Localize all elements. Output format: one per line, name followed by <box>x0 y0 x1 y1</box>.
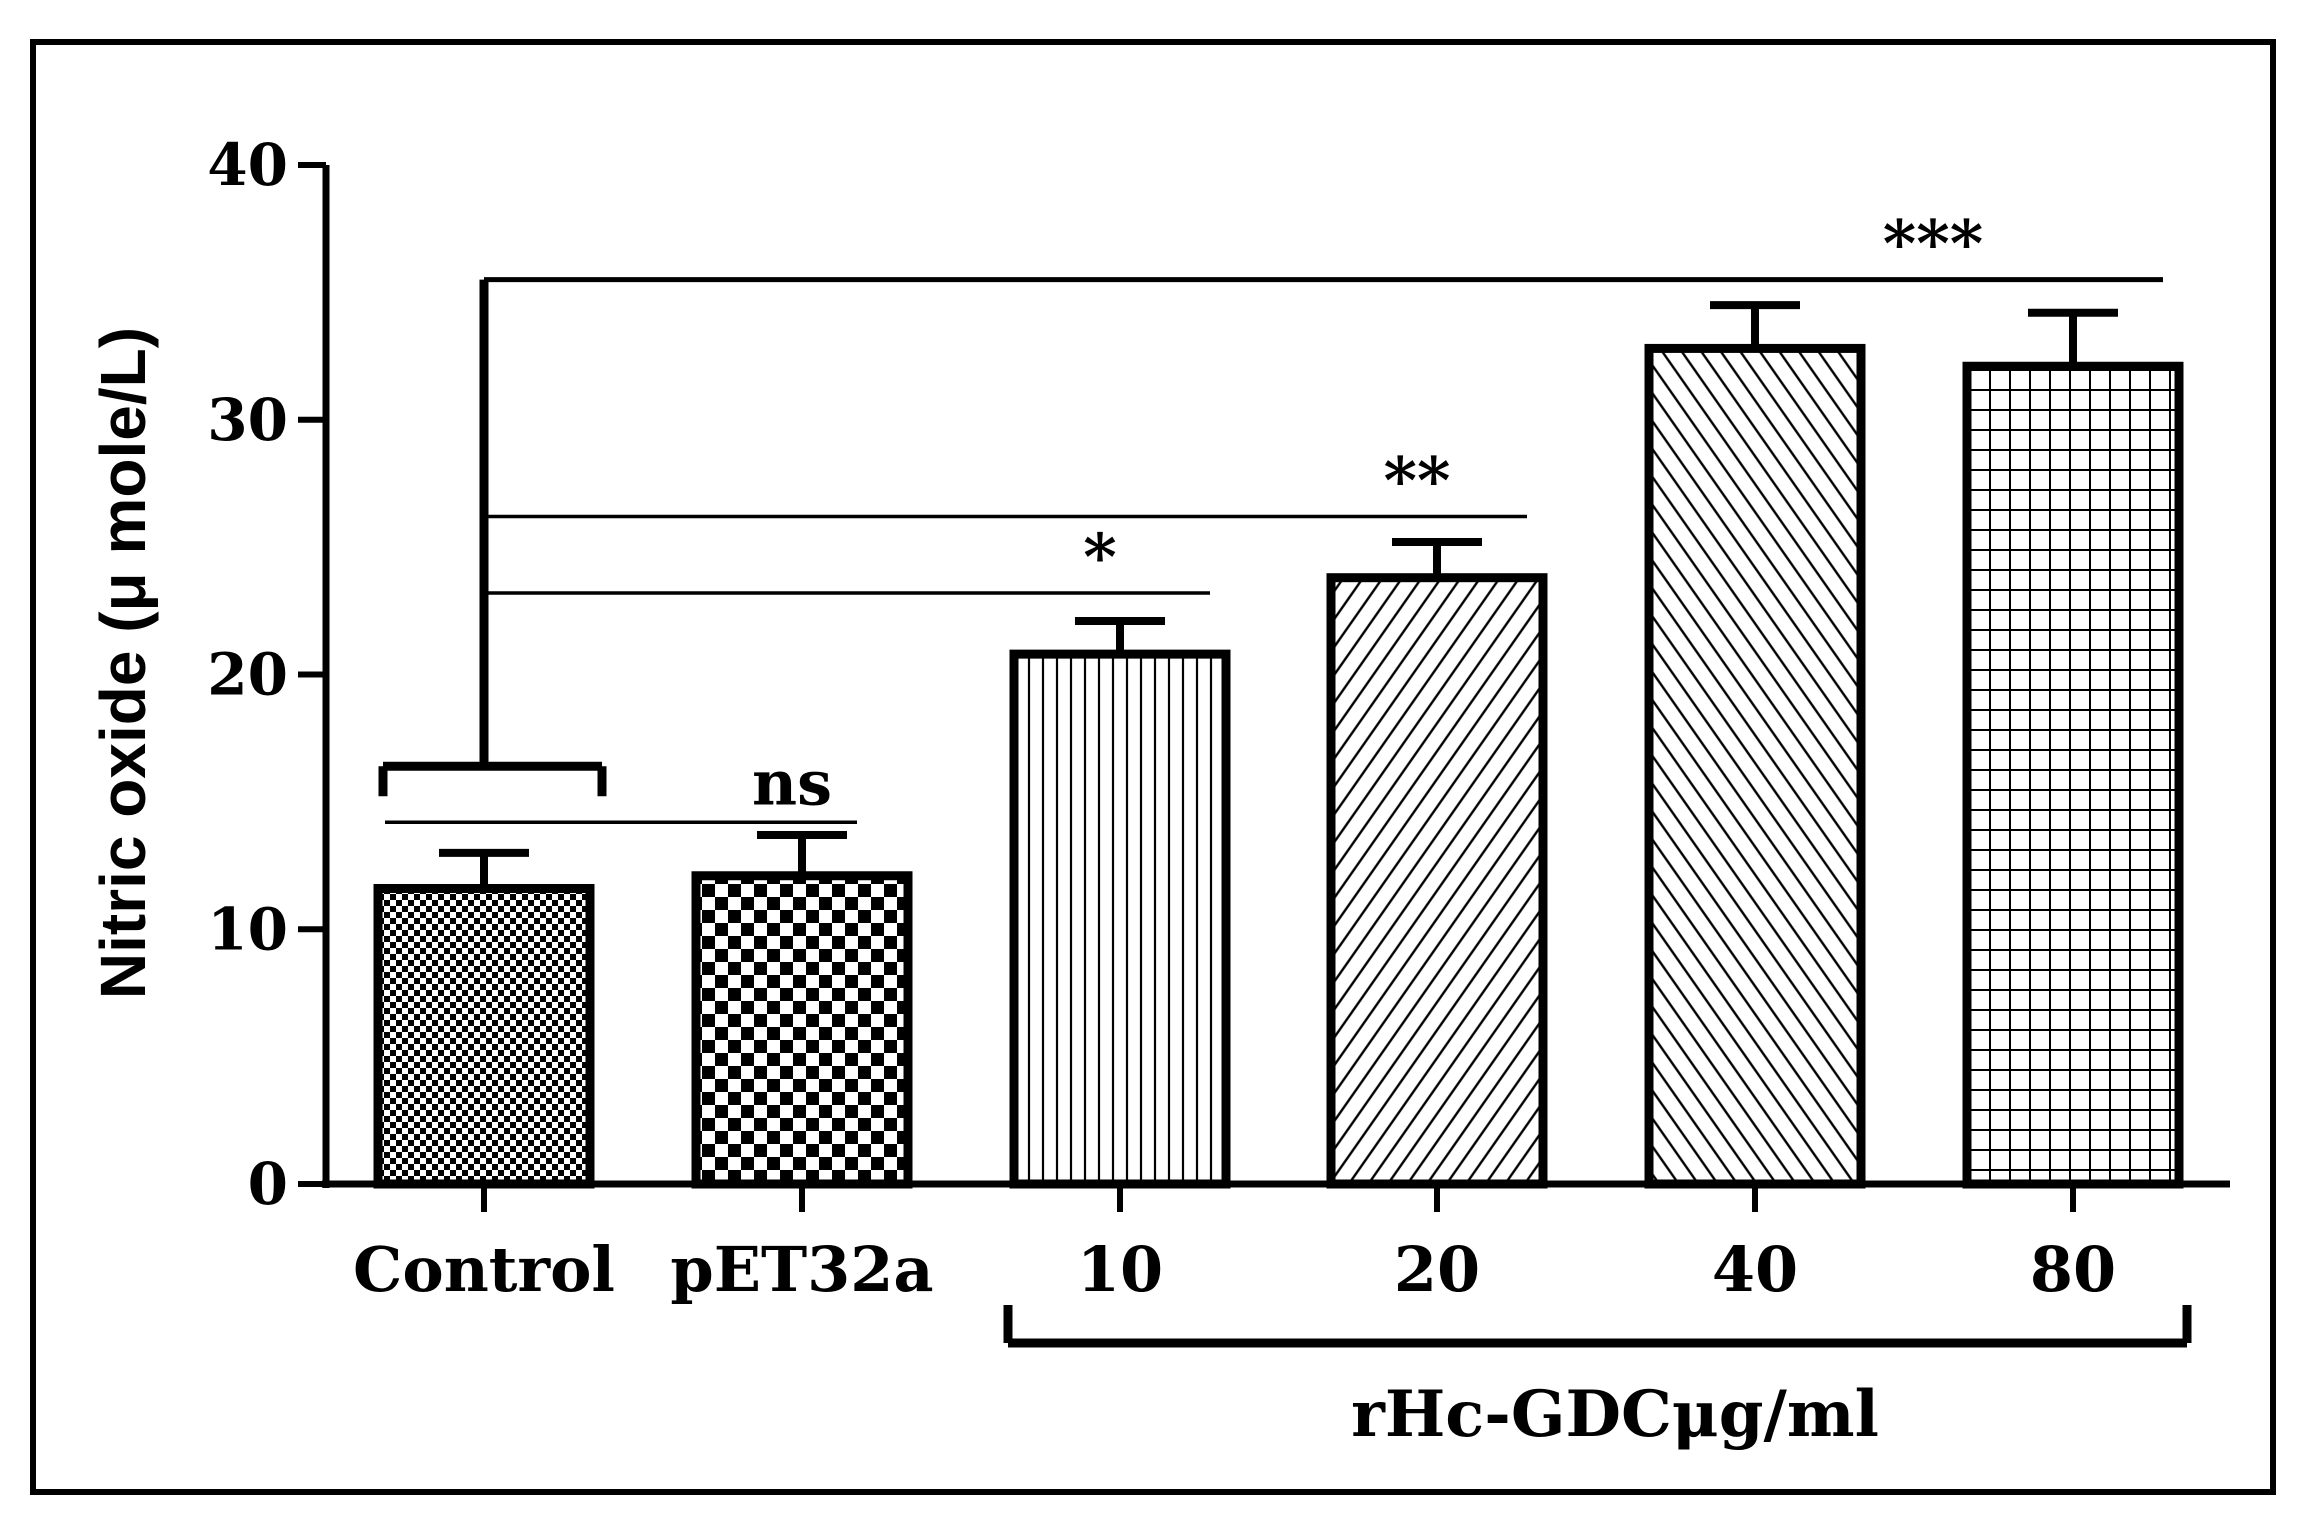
x-tick-label-10: 10 <box>1077 1233 1163 1306</box>
bars-layer <box>373 301 2184 1189</box>
y-tick-label-20: 20 <box>207 641 288 709</box>
bar-10 <box>1009 649 1231 1189</box>
bar-20 <box>1326 573 1548 1189</box>
sig-label-stars-2: ** <box>1384 444 1451 519</box>
y-tick-label-40: 40 <box>207 131 288 199</box>
y-tick-label-30: 30 <box>207 386 288 454</box>
sig-label-stars-3: *** <box>1883 207 1983 282</box>
significance-layer: ns****** <box>378 207 2163 825</box>
y-axis-label: Nitric oxide (μ mole/L) <box>87 327 159 999</box>
bar-pet32a <box>691 871 913 1189</box>
group-label: rHc-GDCμg/ml <box>1351 1377 1879 1452</box>
x-tick-label-20: 20 <box>1394 1233 1480 1306</box>
x-tick-label-80: 80 <box>2030 1233 2116 1306</box>
x-tick-label-control: Control <box>353 1233 615 1306</box>
axes-layer: 0 10 20 30 40 Control pET32a 10 20 40 80 <box>207 131 2230 1306</box>
x-tick-label-40: 40 <box>1712 1233 1798 1306</box>
y-tick-label-10: 10 <box>207 895 288 963</box>
sig-label-ns: ns <box>752 746 832 819</box>
bar-control <box>373 883 595 1189</box>
bar-40 <box>1644 343 1866 1189</box>
x-tick-label-pet32a: pET32a <box>670 1233 933 1306</box>
y-tick-label-0: 0 <box>248 1150 288 1218</box>
bar-80 <box>1962 361 2184 1189</box>
sig-label-stars-1: * <box>1083 520 1116 595</box>
